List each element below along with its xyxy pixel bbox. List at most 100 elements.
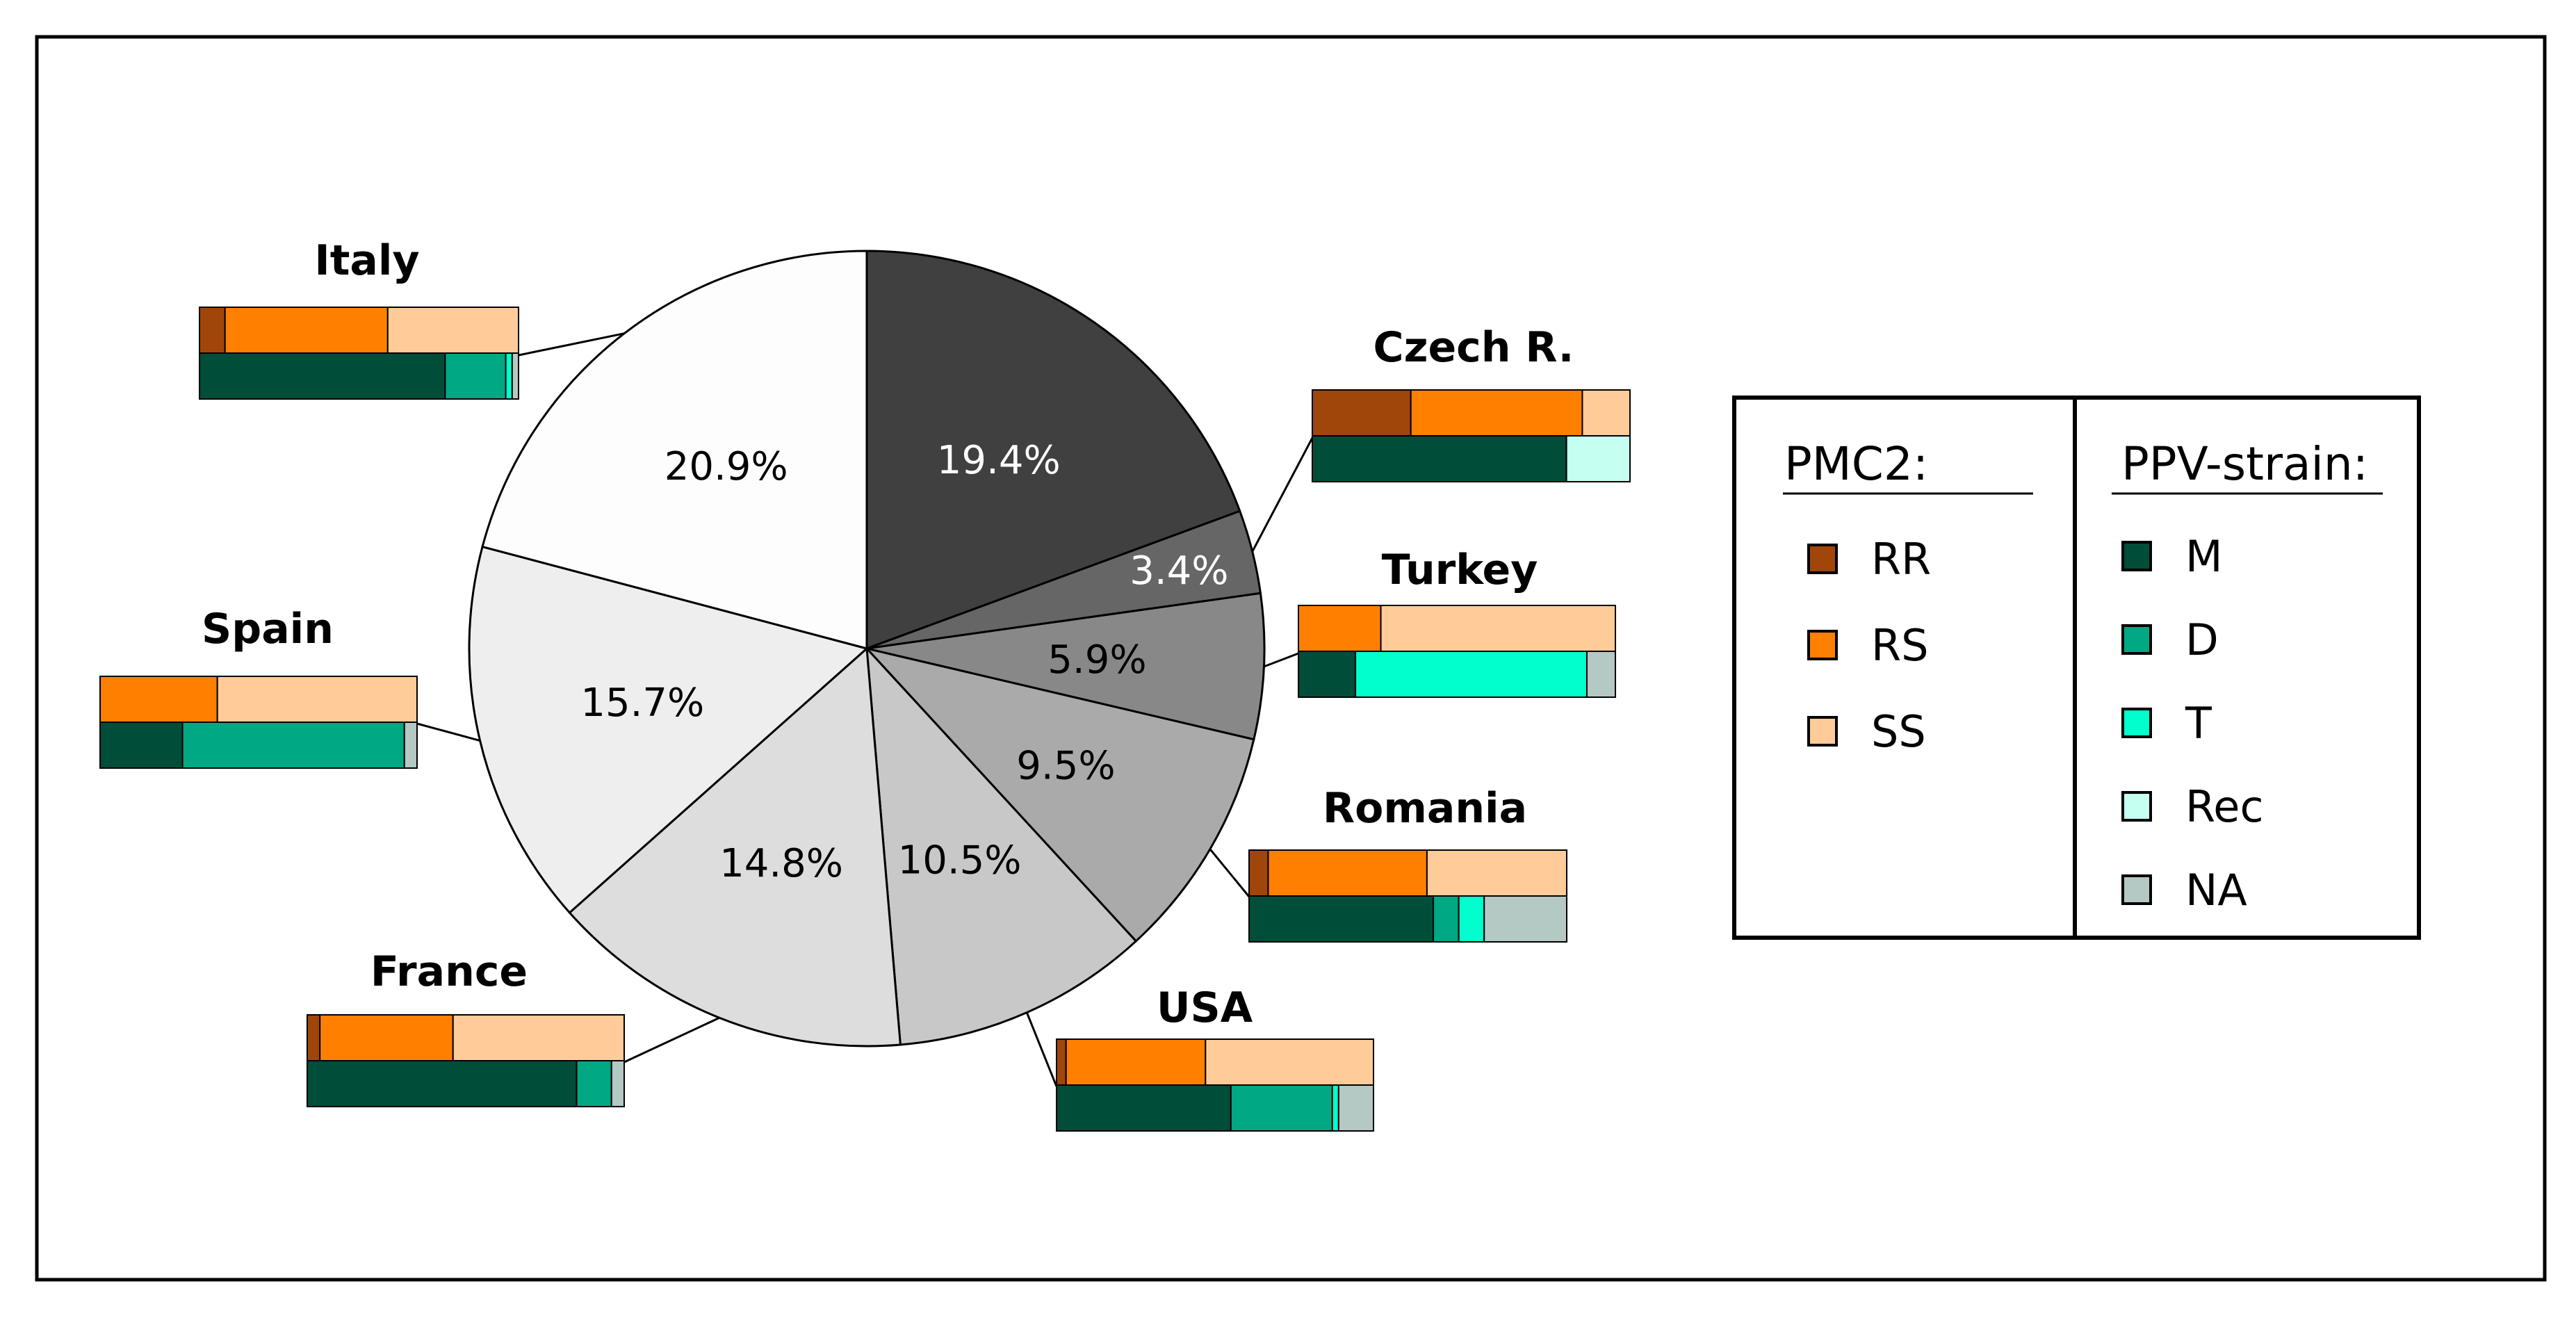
legend-strain-swatch-m — [2121, 541, 2152, 571]
country-label: Romania — [1323, 784, 1527, 833]
connector-lines — [416, 332, 1314, 1087]
legend-pmc2-swatch-rs — [1807, 630, 1838, 660]
slice-value-label: 10.5% — [898, 838, 1022, 883]
pmc2-segment-rs — [1410, 389, 1583, 437]
slice-value-label: 9.5% — [1016, 743, 1115, 788]
connector-spain — [416, 722, 480, 742]
slice-value-label: 14.8% — [719, 841, 843, 886]
slice-value-label: 20.9% — [665, 444, 788, 489]
legend-strain-label-na: NA — [2185, 865, 2247, 915]
slice-value-label: 15.7% — [580, 681, 704, 726]
connector-turkey — [1263, 652, 1299, 668]
bar-group-spain: Spain — [99, 605, 418, 769]
strain-segment-m — [307, 1060, 578, 1107]
bar-group-romania: Romania — [1248, 784, 1567, 943]
legend-pmc2-swatch-ss — [1807, 716, 1838, 747]
strain-segment-d — [1433, 895, 1460, 943]
pmc2-segment-ss — [1205, 1038, 1374, 1086]
pmc2-segment-rr — [1312, 389, 1412, 437]
pmc2-segment-rs — [1065, 1038, 1207, 1086]
legend-pmc2-label-rs: RS — [1871, 620, 1928, 671]
country-label: Italy — [314, 236, 419, 285]
legend: PMC2: PPV-strain: RR RS SS MDT Rec NA — [1732, 396, 2421, 940]
pmc2-segment-ss — [1426, 849, 1567, 897]
strain-segment-rec — [1565, 435, 1631, 482]
pmc2-segment-rr — [1056, 1038, 1067, 1086]
pmc2-segment-ss — [1581, 389, 1631, 437]
strain-bar-outline — [1248, 895, 1567, 943]
legend-strain-swatch-d — [2121, 624, 2152, 655]
connector-usa — [1025, 1012, 1058, 1087]
legend-strain-swatch-rec — [2121, 791, 2152, 822]
strain-segment-d — [576, 1060, 612, 1107]
pie-slice-italy — [481, 250, 868, 650]
strain-segment-na — [511, 352, 520, 400]
strain-segment-t — [1331, 1084, 1339, 1132]
pmc2-segment-rs — [1298, 605, 1382, 652]
country-label: Czech R. — [1373, 323, 1574, 372]
strain-segment-t — [505, 352, 513, 400]
pie-chart: 19.4% 3.4% 5.9% 9.5% 10.5% 14.8% 15.7% 20.9% — [468, 250, 1266, 1048]
strain-segment-na — [1483, 895, 1567, 943]
legend-strain-label-rec: Rec — [2185, 781, 2264, 832]
strain-segment-t — [1355, 651, 1588, 698]
legend-strain-title: PPV-strain: — [2121, 437, 2368, 491]
country-bars: Italy Czech R. Turkey Spain Romania France USA — [99, 236, 1631, 1132]
pmc2-segment-rr — [307, 1014, 321, 1061]
strain-bar-outline — [1312, 435, 1631, 482]
connector-romania — [1209, 848, 1250, 897]
strain-segment-na — [403, 722, 418, 769]
legend-strain-swatch-t — [2121, 708, 2152, 738]
bar-group-usa: USA — [1056, 984, 1374, 1132]
pmc2-segment-rr — [199, 307, 226, 354]
strain-bar-outline — [199, 352, 519, 400]
strain-segment-m — [1056, 1084, 1232, 1132]
country-label: Spain — [202, 605, 334, 653]
pmc2-segment-rs — [1267, 849, 1428, 897]
bar-group-italy: Italy — [199, 236, 520, 400]
strain-bar-outline — [307, 1060, 625, 1107]
pie-slice-france — [568, 646, 902, 1048]
legend-strain-swatch-na — [2121, 874, 2152, 905]
strain-segment-d — [181, 722, 405, 769]
strain-segment-d — [444, 352, 507, 400]
strain-segment-na — [1585, 651, 1616, 698]
pmc2-segment-ss — [216, 676, 418, 723]
slice-value-label: 3.4% — [1130, 548, 1228, 594]
bar-group-france: France — [307, 947, 626, 1107]
legend-strain-label-t: T — [2185, 698, 2212, 749]
connector-czech-r — [1251, 437, 1314, 553]
slice-value-label: 5.9% — [1047, 637, 1146, 683]
country-label: Turkey — [1382, 546, 1538, 594]
pie-slice-turkey — [866, 592, 1266, 741]
strain-segment-t — [1458, 895, 1485, 943]
bar-group-turkey: Turkey — [1298, 546, 1617, 698]
pmc2-segment-rs — [319, 1014, 454, 1061]
legend-pmc2-swatch-rr — [1807, 544, 1838, 574]
pmc2-segment-ss — [386, 307, 519, 354]
pie-slice-spain — [468, 545, 870, 915]
country-label: USA — [1157, 984, 1253, 1032]
strain-segment-m — [199, 352, 446, 400]
legend-pmc2-label-ss: SS — [1871, 706, 1926, 757]
connector-italy — [518, 332, 625, 357]
strain-segment-na — [1337, 1084, 1374, 1132]
pmc2-segment-rs — [224, 307, 389, 354]
strain-bar-outline — [1056, 1084, 1374, 1132]
strain-segment-na — [610, 1060, 626, 1107]
legend-pmc2-title: PMC2: — [1784, 437, 1928, 491]
pie-slice-usa — [865, 645, 1138, 1046]
bar-group-czech-r: Czech R. — [1312, 323, 1631, 482]
strain-bar-outline — [99, 722, 418, 769]
pmc2-segment-ss — [1380, 605, 1617, 652]
strain-segment-m — [1248, 895, 1435, 943]
strain-segment-d — [1230, 1084, 1333, 1132]
legend-strain-label-m: M — [2185, 531, 2223, 582]
country-label: France — [370, 947, 528, 996]
strain-segment-m — [99, 722, 184, 769]
pie-slice-others — [865, 250, 1241, 651]
strain-segment-m — [1312, 435, 1567, 482]
slice-value-label: 19.4% — [937, 438, 1061, 483]
connector-france — [623, 1016, 720, 1064]
